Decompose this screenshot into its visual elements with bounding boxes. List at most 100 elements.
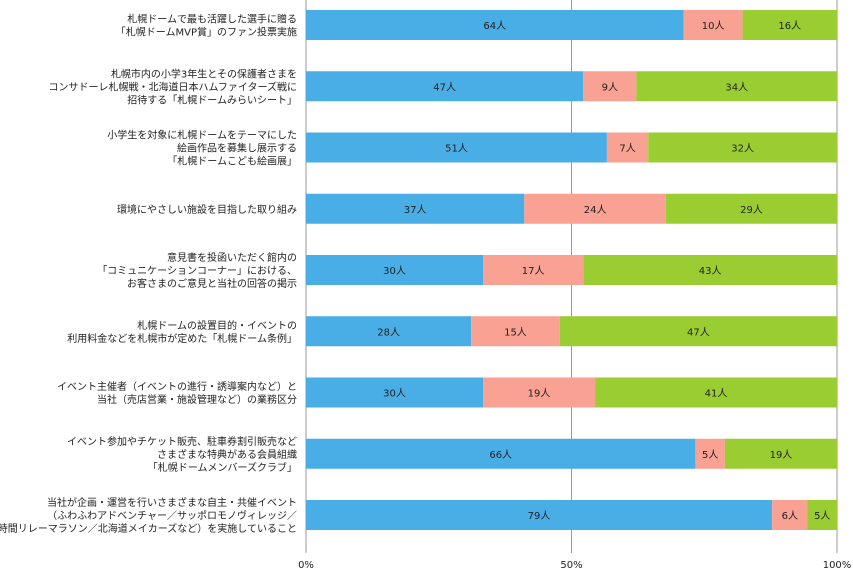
category-label-line: お客さまのご意見と当社の回答の掲示 — [127, 277, 297, 290]
bar-segment — [636, 71, 837, 102]
bar-segment — [648, 132, 837, 163]
bar-row: 64人 10人 16人 — [306, 10, 837, 40]
category-label: イベント参加やチケット販売、駐車券割引販売などさまざまな特典がある会員組織「札幌… — [67, 435, 297, 474]
bar-segment — [724, 438, 837, 469]
bars: 64人 10人 16人 47人 9人 34人 51人 7人 32人 37人 24人 29人 30人 17人… — [306, 10, 837, 530]
category-label-line: 「札幌ドームMVP賞」のファン投票実施 — [116, 26, 297, 39]
bar-segment — [306, 377, 483, 408]
data-label: 7人 — [619, 143, 635, 155]
bar-segment — [683, 10, 743, 40]
data-label: 5人 — [702, 449, 718, 461]
bar-segment — [524, 193, 666, 224]
category-label-line: 当社が企画・運営を行いさまざまな自主・共催イベント — [47, 496, 297, 509]
data-label: 6人 — [782, 510, 798, 522]
bar-segment — [306, 193, 525, 224]
bar-row: 47人 9人 34人 — [306, 71, 837, 102]
category-label-line: イベント参加やチケット販売、駐車券割引販売など — [67, 435, 297, 448]
data-label: 51人 — [445, 143, 468, 155]
category-label: 環境にやさしい施設を目指した取り組み — [117, 203, 297, 216]
data-label: 47人 — [687, 326, 710, 338]
category-label-line: 札幌ドームの設置目的・イベントの — [137, 319, 297, 332]
category-label-line: 札幌市内の小学3年生とその保護者さまを — [111, 67, 297, 80]
data-label: 47人 — [433, 81, 456, 93]
data-label: 10人 — [702, 20, 725, 32]
bar-segment — [483, 377, 596, 408]
bar-segment — [583, 255, 837, 285]
data-label: 24人 — [584, 204, 607, 216]
category-label: 当社が企画・運営を行いさまざまな自主・共催イベント（ふわふわアドベンチャー／サッ… — [0, 496, 297, 535]
bar-row: 79人 6人 5人 — [306, 500, 837, 530]
data-label: 66人 — [489, 449, 512, 461]
data-label: 9人 — [602, 81, 618, 93]
category-label-line: 招待する「札幌ドームみらいシート」 — [127, 93, 297, 106]
data-label: 29人 — [740, 204, 763, 216]
category-label: 意見書を投函いただく館内の「コミュニケーションコーナー」における、お客さまのご意… — [97, 251, 297, 290]
category-label-line: 「札幌ドームメンバーズクラブ」 — [148, 461, 297, 474]
category-label-line: 環境にやさしい施設を目指した取り組み — [117, 203, 297, 216]
bar-segment — [559, 316, 837, 347]
category-label: 札幌ドームの設置目的・イベントの利用料金などを札幌市が定めた「札幌ドーム条例」 — [67, 319, 297, 345]
bar-segment — [606, 132, 649, 163]
category-label-line: 絵画作品を募集し展示する — [177, 142, 297, 155]
bar-segment — [306, 500, 773, 530]
x-tick-label: 50% — [560, 560, 582, 571]
data-label: 64人 — [483, 20, 506, 32]
bar-segment — [306, 10, 684, 40]
data-label: 32人 — [731, 143, 754, 155]
data-label: 41人 — [705, 388, 728, 400]
data-label: 37人 — [404, 204, 427, 216]
bar-segment — [471, 316, 560, 347]
x-axis-ticks: 0% 50% 100% — [298, 560, 851, 571]
category-label: 小学生を対象に札幌ドームをテーマにした絵画作品を募集し展示する「札幌ドームこども… — [107, 129, 297, 168]
bar-row: 30人 17人 43人 — [306, 255, 837, 285]
data-label: 30人 — [383, 265, 406, 277]
data-label: 15人 — [504, 326, 527, 338]
bar-row: 37人 24人 29人 — [306, 193, 837, 224]
category-label-line: 意見書を投函いただく館内の — [167, 251, 297, 264]
data-label: 28人 — [377, 326, 400, 338]
bar-segment — [306, 316, 472, 347]
bar-row: 28人 15人 47人 — [306, 316, 837, 347]
category-label-line: 「札幌ドームこども絵画展」 — [167, 155, 297, 168]
bar-segment — [742, 10, 837, 40]
category-label-line: コンサドーレ札幌戦・北海道日本ハムファイターズ戦に — [49, 80, 298, 93]
category-label: イベント主催者（イベントの進行・誘導案内など）と当社（売店営業・施設管理など）の… — [57, 380, 297, 406]
bar-segment — [306, 438, 696, 469]
bar-segment — [665, 193, 837, 224]
bar-segment — [772, 500, 808, 530]
category-label-line: 札幌ドームで最も活躍した選手に贈る — [127, 13, 297, 26]
data-label: 16人 — [778, 20, 801, 32]
data-label: 30人 — [383, 388, 406, 400]
x-tick-label: 0% — [298, 560, 314, 571]
category-labels: 札幌ドームで最も活躍した選手に贈る「札幌ドームMVP賞」のファン投票実施札幌市内… — [0, 13, 297, 536]
data-label: 19人 — [528, 388, 551, 400]
category-label-line: 利用料金などを札幌市が定めた「札幌ドーム条例」 — [67, 332, 297, 345]
bar-segment — [695, 438, 725, 469]
bar-segment — [306, 132, 607, 163]
category-label-line: イベント主催者（イベントの進行・誘導案内など）と — [57, 380, 297, 393]
bar-row: 51人 7人 32人 — [306, 132, 837, 163]
category-label-line: 小学生を対象に札幌ドームをテーマにした — [107, 129, 297, 142]
data-label: 19人 — [770, 449, 793, 461]
data-label: 79人 — [528, 510, 551, 522]
bar-segment — [306, 71, 584, 102]
category-label-line: 「コミュニケーションコーナー」における、 — [97, 265, 297, 277]
data-label: 5人 — [814, 510, 830, 522]
bar-row: 30人 19人 41人 — [306, 377, 837, 408]
category-label: 札幌ドームで最も活躍した選手に贈る「札幌ドームMVP賞」のファン投票実施 — [116, 13, 297, 39]
bar-segment — [807, 500, 837, 530]
data-label: 34人 — [725, 81, 748, 93]
category-label-line: 当社（売店営業・施設管理など）の業務区分 — [97, 393, 297, 406]
bar-segment — [595, 377, 837, 408]
bar-segment — [583, 71, 637, 102]
category-label: 札幌市内の小学3年生とその保護者さまをコンサドーレ札幌戦・北海道日本ハムファイタ… — [49, 67, 298, 106]
category-label-line: （ふわふわアドベンチャー／サッポロモノヴィレッジ／ — [47, 509, 297, 522]
category-label-line: さまざまな特典がある会員組織 — [157, 448, 297, 461]
bar-row: 66人 5人 19人 — [306, 438, 837, 469]
x-tick-label: 100% — [823, 560, 852, 571]
bar-segment — [483, 255, 584, 285]
bar-segment — [306, 255, 483, 285]
data-label: 43人 — [699, 265, 722, 277]
